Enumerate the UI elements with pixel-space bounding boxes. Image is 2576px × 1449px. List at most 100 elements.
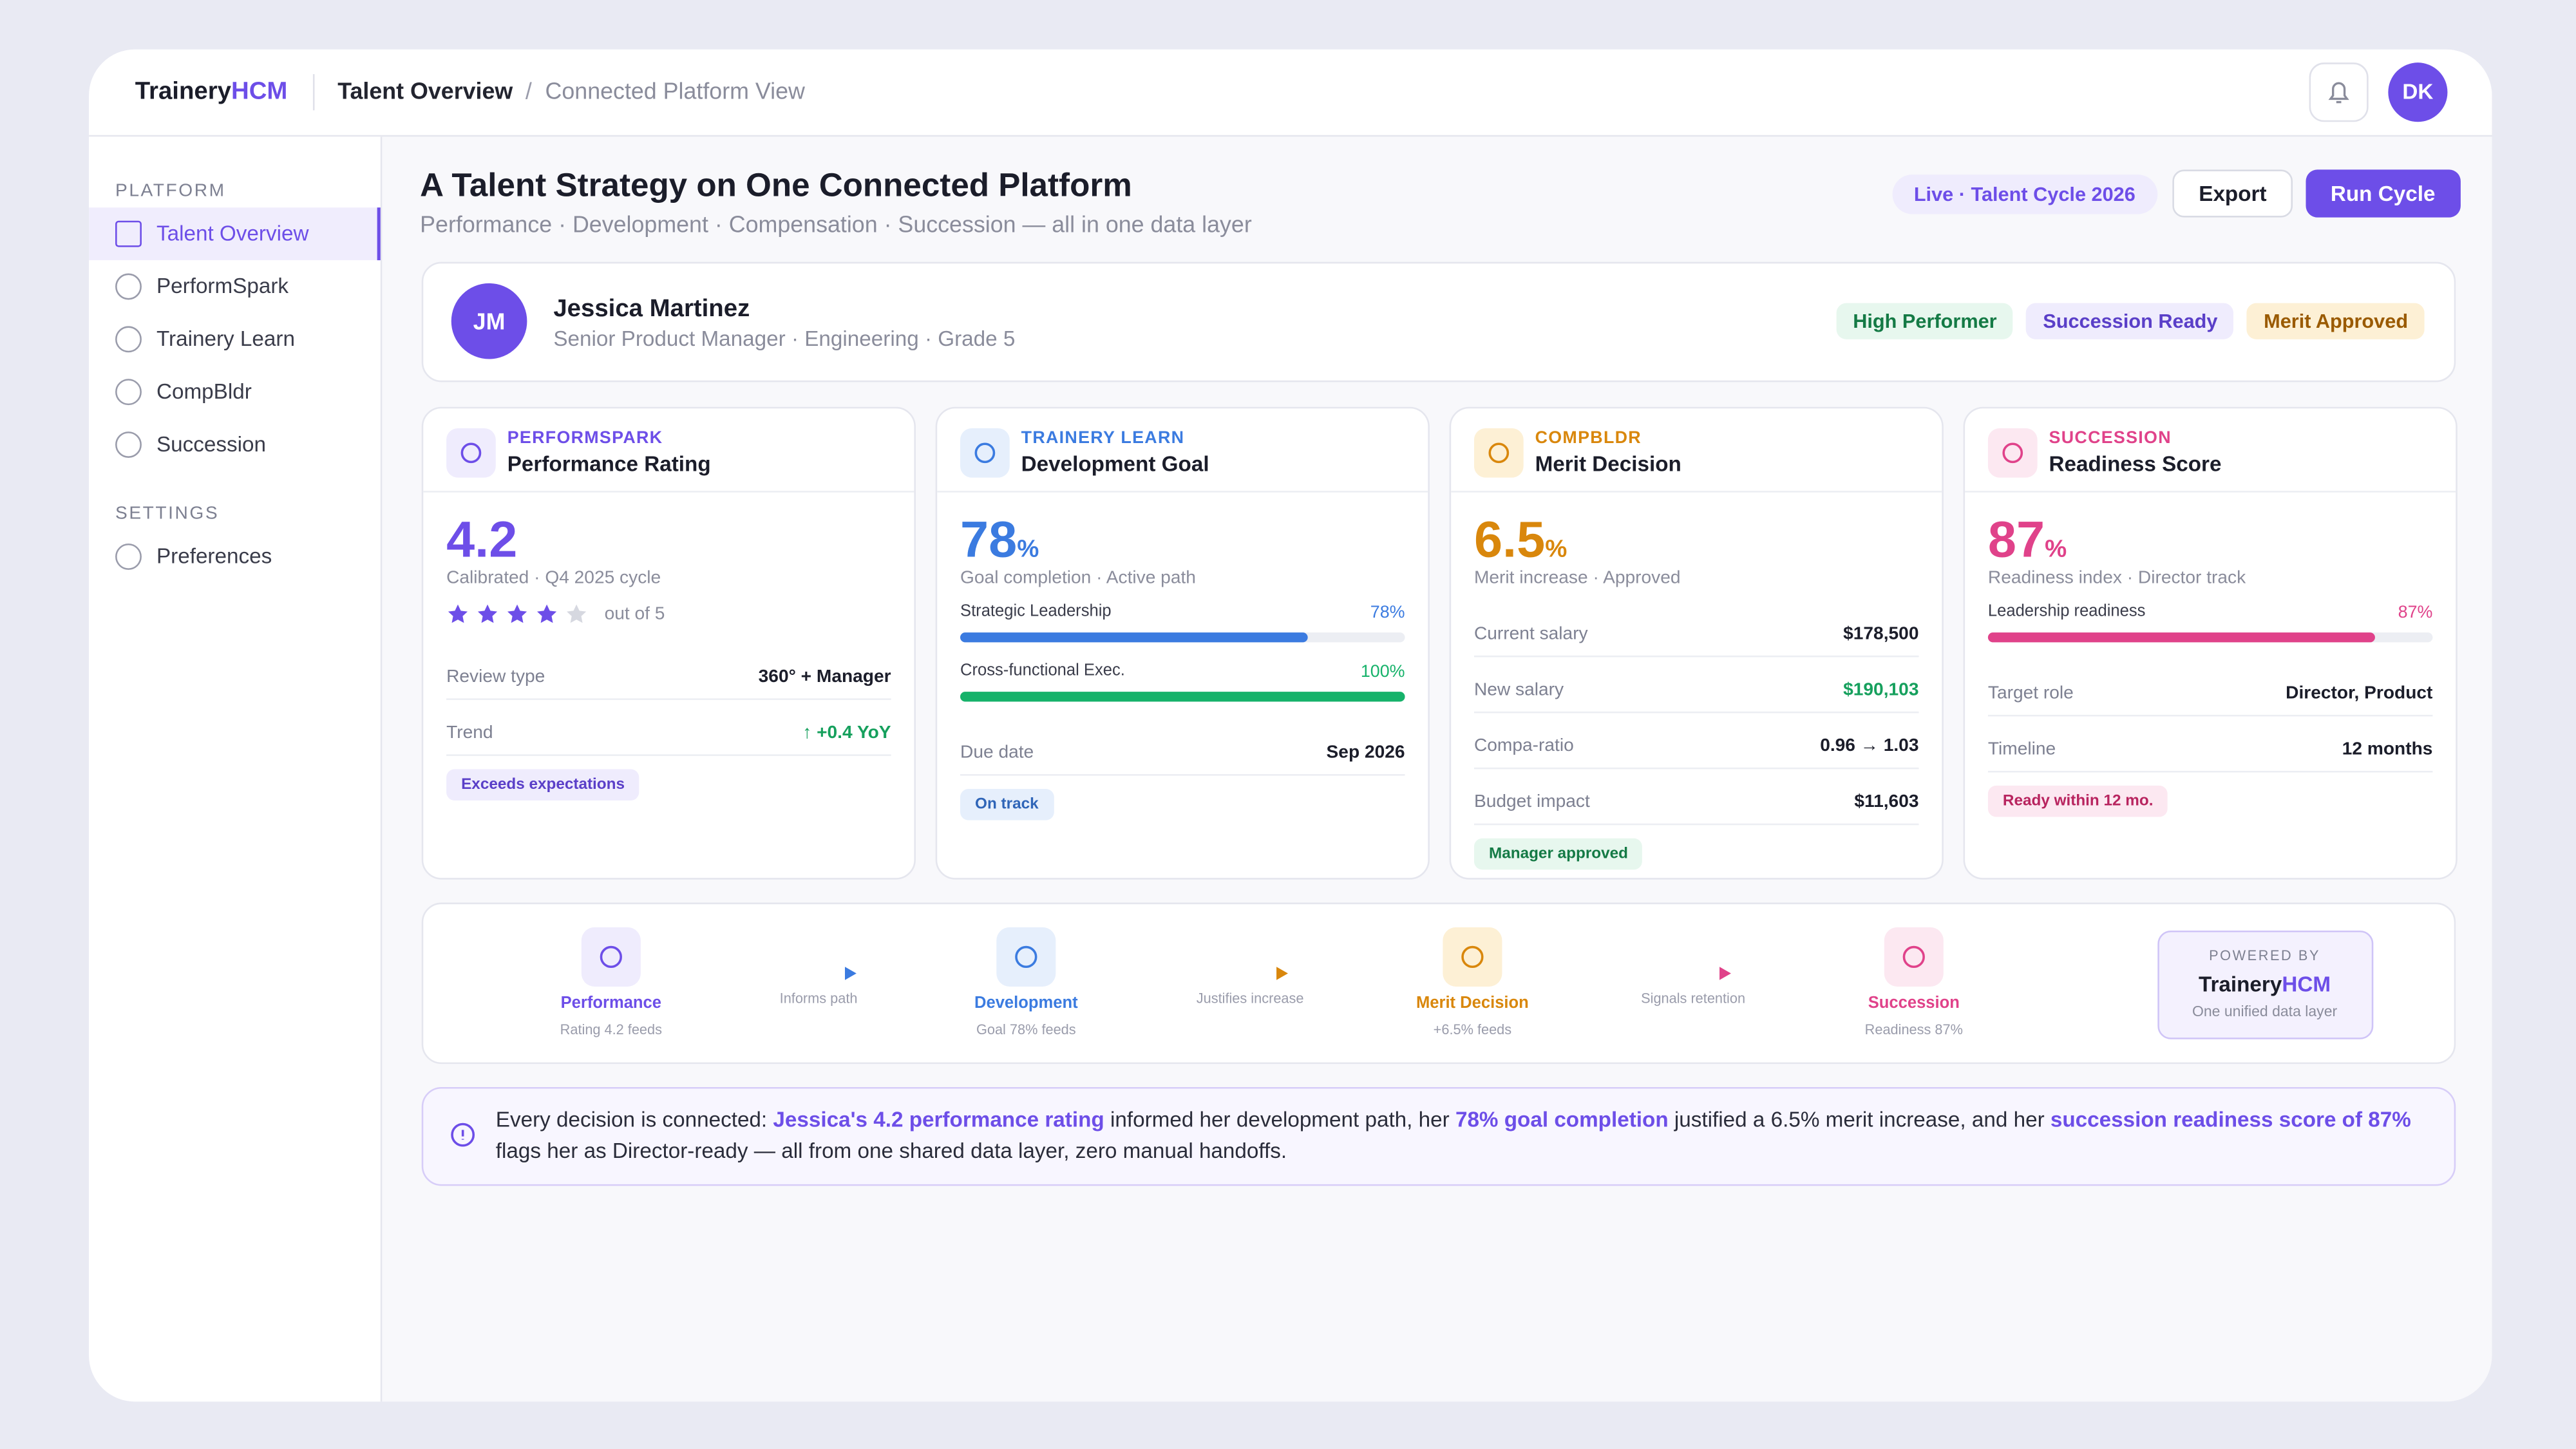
flow-arrow — [779, 960, 858, 990]
profile-name: Jessica Martinez — [553, 294, 750, 323]
row-value: $11,603 — [1854, 792, 1919, 812]
tag: High Performer — [1836, 303, 2014, 339]
card-title: Development Goal — [1021, 451, 1209, 477]
row-divider — [1473, 767, 1919, 770]
bell-button[interactable] — [2309, 62, 2369, 122]
card-title: Merit Decision — [1535, 451, 1681, 477]
status-pill: On track — [960, 789, 1054, 820]
metric: 78% — [960, 511, 1039, 570]
nav-item[interactable]: Preferences — [156, 543, 272, 569]
button[interactable]: Export — [2172, 169, 2293, 218]
card-title: Readiness Score — [2049, 451, 2222, 477]
nav-item[interactable]: Succession — [156, 431, 266, 457]
metric-value: 87 — [1987, 510, 2045, 569]
flow-arrow — [1653, 960, 1733, 990]
powered-brand: TraineryHCM — [2157, 972, 2371, 996]
caption: Readiness index · Director track — [1987, 568, 2246, 589]
row-label: Due date — [960, 743, 1034, 763]
powered-caption: POWERED BY — [2209, 947, 2321, 964]
button-primary[interactable]: Run Cycle — [2306, 169, 2460, 218]
cycle-badge: Live · Talent Cycle 2026 — [1892, 175, 2157, 214]
metric-unit: % — [1017, 535, 1039, 564]
row-value: 360° + Manager — [758, 667, 891, 687]
row-label: Review type — [446, 667, 545, 687]
row-label: New salary — [1473, 680, 1564, 700]
highlight: Jessica's 4.2 performance rating — [773, 1106, 1104, 1132]
module-card: COMPBLDR Merit Decision 6.5% Merit increase… — [1449, 406, 1944, 880]
arrow-label: Informs path — [779, 990, 858, 1007]
bar-fill — [960, 692, 1405, 702]
app-window: TraineryHCM Talent Overview / Connected Pla… — [89, 49, 2492, 1402]
stars: out of 5 — [446, 603, 665, 626]
row-divider — [960, 774, 1405, 776]
status-pill: Manager approved — [1473, 838, 1643, 870]
profile-role: Senior Product Manager · Engineering · G… — [553, 326, 1016, 351]
nav-icon — [115, 431, 142, 458]
row-divider — [1987, 714, 2433, 717]
user-avatar[interactable]: DK — [2388, 62, 2448, 122]
highlight: 78% goal completion — [1455, 1106, 1669, 1132]
nav-icon — [115, 220, 142, 247]
nav-icon — [115, 273, 142, 300]
caption: Merit increase · Approved — [1473, 568, 1681, 589]
bar-fill — [1987, 632, 2375, 643]
caption: Calibrated · Q4 2025 cycle — [446, 568, 661, 589]
row-label: Compa-ratio — [1473, 736, 1574, 756]
text: justified a 6.5% merit increase, and her — [1668, 1106, 2050, 1132]
bar-value: 78% — [1370, 603, 1405, 623]
flow-arrow — [1210, 960, 1290, 990]
tags: High Performer Succession Ready Merit Appr… — [1836, 303, 2425, 339]
row-value: ↑ +0.4 YoY — [802, 723, 891, 743]
page-subtitle: Performance · Development · Compensation… — [420, 211, 1252, 238]
card-module: COMPBLDR — [1535, 428, 1642, 448]
flow-sub: +6.5% feeds — [1433, 1021, 1512, 1038]
row-value: Director, Product — [2286, 683, 2433, 704]
stars-label: out of 5 — [604, 604, 665, 625]
row-value: $178,500 — [1843, 624, 1919, 644]
powered-sub: One unified data layer — [2192, 1003, 2338, 1020]
row-divider — [446, 754, 891, 756]
row-label: Target role — [1987, 683, 2074, 704]
powered-box — [2157, 930, 2374, 1039]
caption: Goal completion · Active path — [960, 568, 1196, 589]
status-pill: Ready within 12 mo. — [1987, 785, 2168, 817]
module-card: SUCCESSION Readiness Score 87% Readiness in… — [1963, 406, 2458, 880]
star — [446, 603, 469, 626]
metric: 87% — [1988, 511, 2067, 570]
bar-label: Strategic Leadership — [960, 603, 1112, 621]
brand-name: Trainery — [135, 77, 232, 106]
card-icon — [1473, 428, 1524, 478]
profile-avatar: JM — [451, 283, 527, 359]
nav-item[interactable]: Trainery Learn — [156, 326, 295, 351]
bar-value: 87% — [2398, 603, 2433, 623]
flow-card — [421, 902, 2456, 1065]
breadcrumb[interactable]: Talent Overview — [337, 77, 513, 104]
bar-label: Leadership readiness — [1987, 603, 2146, 621]
separator: / — [525, 77, 532, 104]
metric: 4.2 — [446, 511, 517, 570]
flow-label: Merit Decision — [1416, 994, 1529, 1013]
bar-fill — [960, 632, 1307, 643]
flow-icon — [1443, 927, 1502, 987]
section-title: SETTINGS — [115, 504, 220, 524]
card-icon — [960, 428, 1010, 478]
row-label: Budget impact — [1473, 792, 1590, 812]
card-header — [1965, 408, 2456, 493]
module-card: PERFORMSPARK Performance Rating 4.2 Calibra… — [421, 406, 916, 880]
metric-value: 6.5 — [1473, 510, 1546, 569]
row-label: Trend — [446, 723, 493, 743]
nav-item[interactable]: Talent Overview — [156, 220, 309, 246]
metric-unit: % — [1545, 535, 1567, 564]
nav-item[interactable]: PerformSpark — [156, 273, 289, 298]
tag: Succession Ready — [2026, 303, 2235, 339]
nav-item[interactable]: CompBldr — [156, 379, 252, 404]
row-divider — [1987, 770, 2433, 773]
text: informed her development path, her — [1104, 1106, 1455, 1132]
section-title: PLATFORM — [115, 181, 226, 202]
row-value: 0.96 → 1.03 — [1820, 736, 1919, 756]
bar-value: 100% — [1360, 662, 1405, 682]
row-divider — [1473, 655, 1919, 658]
module-card: TRAINERY LEARN Development Goal 78% Goal co… — [935, 406, 1430, 880]
